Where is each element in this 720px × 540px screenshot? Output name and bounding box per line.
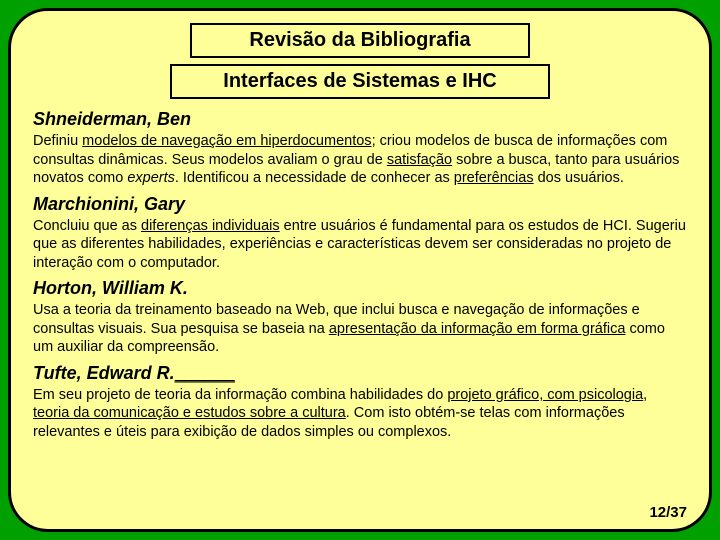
- author-name: Horton, William K.: [33, 278, 188, 298]
- page-number: 12/37: [649, 504, 687, 521]
- text-run: . Identificou a necessidade de conhecer …: [175, 170, 454, 186]
- author-heading: Shneiderman, Ben: [33, 109, 687, 130]
- underlined-run: preferências: [454, 170, 534, 186]
- title-text: Revisão da Bibliografia: [249, 29, 470, 51]
- text-run: Concluiu que as: [33, 218, 141, 234]
- author-heading: Marchionini, Gary: [33, 194, 687, 215]
- subtitle-box: Interfaces de Sistemas e IHC: [170, 64, 550, 99]
- author-name: Shneiderman, Ben: [33, 109, 191, 129]
- underlined-run: teoria da comunicação e estudos sobre a …: [33, 405, 346, 421]
- text-run: Em seu projeto de teoria da informação c…: [33, 387, 447, 403]
- author-name: Tufte, Edward R.: [33, 363, 175, 383]
- author-description: Usa a teoria da treinamento baseado na W…: [33, 301, 687, 357]
- underlined-run: projeto gráfico, com psicologia: [447, 387, 643, 403]
- text-run: ,: [643, 387, 647, 403]
- underlined-run: satisfação: [387, 152, 452, 168]
- text-run: Definiu: [33, 133, 82, 149]
- underlined-run: modelos de navegação em hiperdocumentos: [82, 133, 371, 149]
- author-description: Concluiu que as diferenças individuais e…: [33, 217, 687, 273]
- author-underline-trail: ______: [175, 363, 235, 383]
- underlined-run: apresentação da informação em forma gráf…: [329, 321, 626, 337]
- text-run: dos usuários.: [534, 170, 624, 186]
- author-description: Em seu projeto de teoria da informação c…: [33, 386, 687, 442]
- underlined-run: diferenças individuais: [141, 218, 280, 234]
- author-heading: Tufte, Edward R.______: [33, 363, 687, 384]
- author-name: Marchionini, Gary: [33, 194, 185, 214]
- subtitle-text: Interfaces de Sistemas e IHC: [223, 70, 496, 92]
- title-box: Revisão da Bibliografia: [190, 23, 530, 58]
- author-heading: Horton, William K.: [33, 278, 687, 299]
- author-description: Definiu modelos de navegação em hiperdoc…: [33, 132, 687, 188]
- italic-run: experts: [127, 170, 175, 186]
- slide-frame: Revisão da Bibliografia Interfaces de Si…: [8, 8, 712, 532]
